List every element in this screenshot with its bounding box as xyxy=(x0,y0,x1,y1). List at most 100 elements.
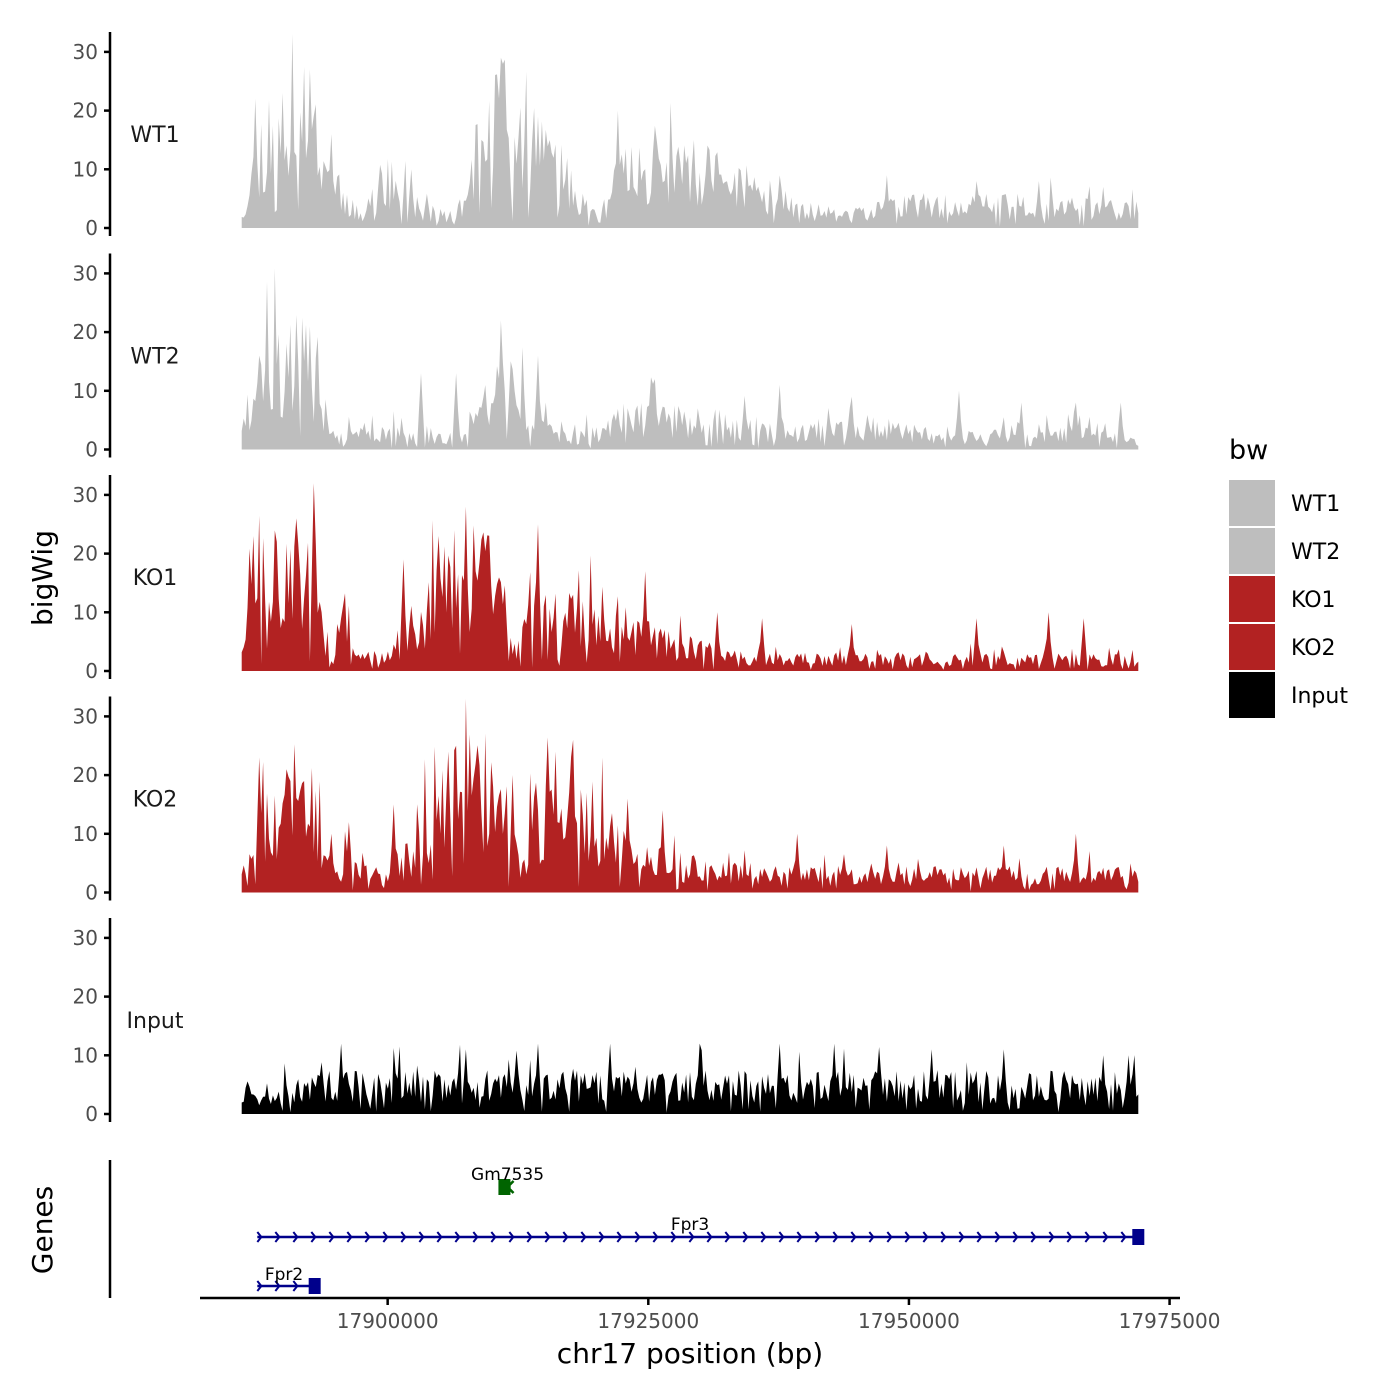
strand-arrow xyxy=(1084,1231,1091,1243)
strand-arrow xyxy=(508,1231,515,1243)
track-ko1: 0 10 20 30 KO1 xyxy=(73,475,1139,683)
track-label: WT2 xyxy=(130,345,179,370)
genes-axis-title: Genes xyxy=(26,1186,59,1274)
strand-arrow xyxy=(400,1231,407,1243)
gene-annotation-track: Gm7535 Fpr3 Fpr2 xyxy=(108,1160,1145,1298)
gene-fpr2: Fpr2 xyxy=(256,1265,321,1294)
exon-block xyxy=(1132,1229,1145,1245)
strand-arrow xyxy=(1102,1231,1109,1243)
strand-arrow xyxy=(1012,1231,1019,1243)
y-axis-title: bigWig xyxy=(26,530,59,626)
strand-arrow xyxy=(670,1231,677,1243)
y-tick-label: 0 xyxy=(85,216,98,240)
x-tick-label: 17950000 xyxy=(858,1309,960,1333)
track-label: KO1 xyxy=(133,566,178,591)
legend-label: KO2 xyxy=(1291,636,1336,661)
y-tick-label: 10 xyxy=(73,379,98,403)
y-tick-label: 10 xyxy=(73,157,98,181)
legend-key-wt1 xyxy=(1229,480,1275,526)
strand-arrow xyxy=(652,1231,659,1243)
strand-arrow xyxy=(886,1231,893,1243)
strand-arrow xyxy=(490,1231,497,1243)
y-tick-label: 30 xyxy=(73,926,98,950)
strand-arrow xyxy=(994,1231,1001,1243)
legend-label: KO1 xyxy=(1291,588,1336,613)
y-tick-label: 30 xyxy=(73,261,98,285)
strand-arrow xyxy=(940,1231,947,1243)
strand-arrow xyxy=(292,1231,299,1243)
y-tick-label: 0 xyxy=(85,659,98,683)
signal-area-wt2 xyxy=(241,268,1139,450)
strand-arrow xyxy=(526,1231,533,1243)
strand-arrow xyxy=(904,1231,911,1243)
strand-arrow xyxy=(832,1231,839,1243)
signal-tracks: 0 10 20 30 WT1 0 10 20 30 WT2 0 10 20 30 KO1 0 10 20 30 KO2… xyxy=(73,32,1139,1126)
strand-arrow xyxy=(346,1231,353,1243)
y-tick-label: 20 xyxy=(73,542,98,566)
strand-arrow xyxy=(976,1231,983,1243)
strand-arrow xyxy=(922,1231,929,1243)
signal-area-ko2 xyxy=(241,698,1139,893)
strand-arrow xyxy=(1066,1231,1073,1243)
strand-arrow xyxy=(778,1231,785,1243)
strand-arrow xyxy=(742,1231,749,1243)
strand-arrow xyxy=(724,1231,731,1243)
strand-arrow xyxy=(850,1231,857,1243)
y-tick-label: 20 xyxy=(73,320,98,344)
track-label: Input xyxy=(127,1009,184,1034)
strand-arrow xyxy=(760,1231,767,1243)
x-tick-label: 17900000 xyxy=(337,1309,439,1333)
strand-arrow xyxy=(688,1231,695,1243)
exon-block xyxy=(308,1278,321,1294)
track-label: WT1 xyxy=(130,123,179,148)
strand-arrow xyxy=(436,1231,443,1243)
legend-label: Input xyxy=(1291,684,1348,709)
gene-label: Fpr3 xyxy=(671,1215,709,1235)
track-ko2: 0 10 20 30 KO2 xyxy=(73,696,1139,905)
strand-arrow xyxy=(418,1231,425,1243)
y-tick-label: 10 xyxy=(73,600,98,624)
strand-arrow xyxy=(958,1231,965,1243)
strand-arrow xyxy=(634,1231,641,1243)
y-tick-label: 10 xyxy=(73,1043,98,1067)
strand-arrow xyxy=(256,1231,263,1243)
strand-arrow xyxy=(292,1280,299,1292)
strand-arrow xyxy=(382,1231,389,1243)
strand-arrow xyxy=(1048,1231,1055,1243)
strand-arrow xyxy=(364,1231,371,1243)
legend-key-ko2 xyxy=(1229,624,1275,670)
y-tick-label: 30 xyxy=(73,40,98,64)
y-tick-label: 0 xyxy=(85,1102,98,1126)
signal-area-input xyxy=(241,1043,1139,1114)
gene-label: Gm7535 xyxy=(471,1165,544,1185)
y-tick-label: 30 xyxy=(73,483,98,507)
strand-arrow xyxy=(1120,1231,1127,1243)
strand-arrow xyxy=(562,1231,569,1243)
track-wt2: 0 10 20 30 WT2 xyxy=(73,253,1139,462)
strand-arrow xyxy=(868,1231,875,1243)
legend-key-input xyxy=(1229,672,1275,718)
strand-arrow xyxy=(274,1280,281,1292)
y-tick-label: 30 xyxy=(73,704,98,728)
gene-gm7535: Gm7535 xyxy=(471,1165,544,1195)
track-wt1: 0 10 20 30 WT1 xyxy=(73,32,1139,240)
x-axis-title: chr17 position (bp) xyxy=(557,1337,823,1370)
strand-arrow xyxy=(544,1231,551,1243)
strand-arrow xyxy=(1030,1231,1037,1243)
y-tick-label: 20 xyxy=(73,99,98,123)
signal-area-ko1 xyxy=(241,483,1139,671)
signal-area-wt1 xyxy=(241,34,1139,228)
track-input: 0 10 20 30 Input xyxy=(73,918,1139,1126)
strand-arrow xyxy=(454,1231,461,1243)
strand-arrow xyxy=(616,1231,623,1243)
track-label: KO2 xyxy=(133,788,178,813)
strand-arrow xyxy=(328,1231,335,1243)
strand-arrow xyxy=(472,1231,479,1243)
strand-arrow xyxy=(274,1231,281,1243)
strand-arrow xyxy=(310,1231,317,1243)
legend-key-wt2 xyxy=(1229,528,1275,574)
legend-label: WT1 xyxy=(1291,492,1340,517)
strand-arrow xyxy=(814,1231,821,1243)
y-tick-label: 0 xyxy=(85,438,98,462)
